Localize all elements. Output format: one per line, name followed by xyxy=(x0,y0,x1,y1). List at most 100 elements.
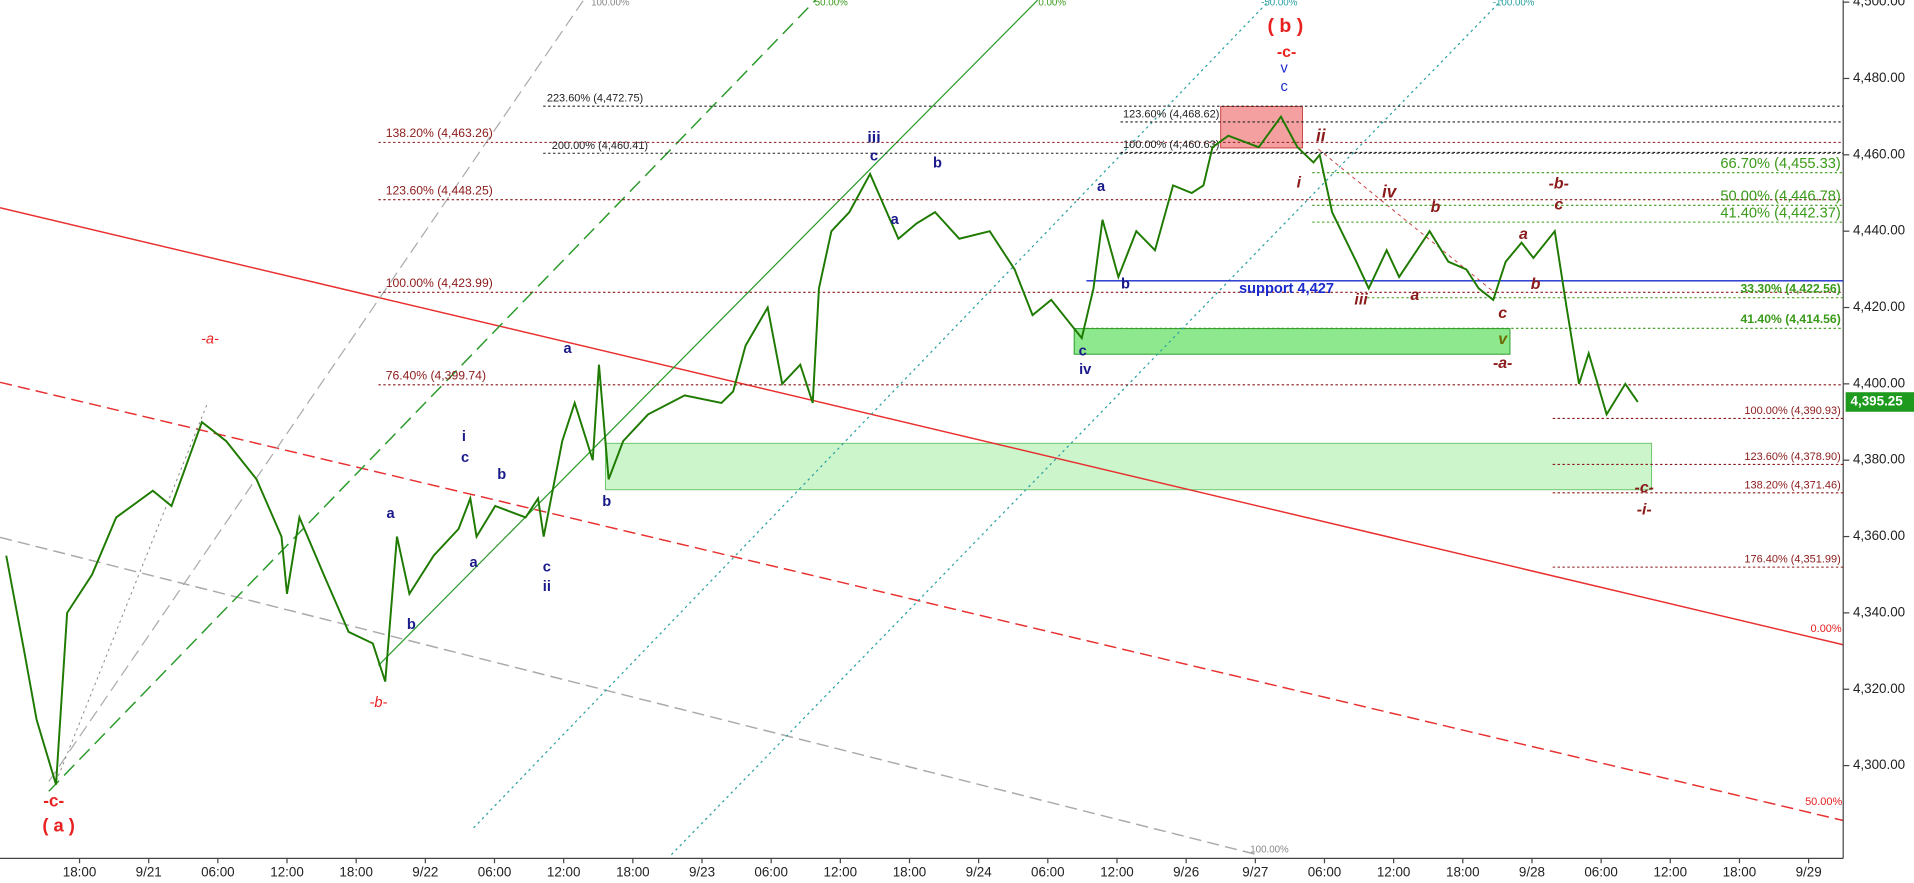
wave-label: -c- xyxy=(1635,480,1654,497)
y-tick-label: 4,300.00 xyxy=(1853,757,1905,772)
x-tick-label: 18:00 xyxy=(1723,865,1757,880)
wave-label: -a- xyxy=(1493,355,1512,372)
y-tick-label: 4,320.00 xyxy=(1853,681,1905,696)
x-tick-label: 12:00 xyxy=(1377,865,1411,880)
fork-line xyxy=(377,0,1038,666)
channel-line xyxy=(0,536,1258,856)
wave-label: ( a ) xyxy=(42,814,75,835)
channel-line xyxy=(0,207,1844,646)
wave-label: b xyxy=(497,467,506,483)
x-tick-label: 18:00 xyxy=(339,865,373,880)
wave-label: b xyxy=(933,156,942,172)
wave-label: a xyxy=(1097,179,1106,195)
wave-label: -100.00% xyxy=(1493,0,1535,8)
wave-label: -b- xyxy=(1549,176,1569,193)
x-tick-label: 9/23 xyxy=(689,865,715,880)
y-tick-label: 4,340.00 xyxy=(1853,604,1905,619)
level-label: 138.20% (4,463.26) xyxy=(386,126,493,140)
wave-label: v xyxy=(1280,60,1288,76)
level-label: 100.00% (4,423.99) xyxy=(386,276,493,290)
y-tick-label: 4,360.00 xyxy=(1853,528,1905,543)
x-tick-label: 06:00 xyxy=(1584,865,1618,880)
x-tick-label: 06:00 xyxy=(754,865,788,880)
x-tick-label: 18:00 xyxy=(63,865,97,880)
wave-label: b xyxy=(602,494,611,510)
level-label: 100.00% (4,390.93) xyxy=(1744,405,1840,417)
wave-label: c xyxy=(870,148,878,164)
price-line xyxy=(5,114,1639,785)
x-tick-label: 18:00 xyxy=(893,865,927,880)
x-tick-label: 9/24 xyxy=(966,865,993,880)
x-tick-label: 06:00 xyxy=(478,865,512,880)
wave-label: -a- xyxy=(201,331,219,347)
wave-label: v xyxy=(1498,331,1508,348)
level-label: 41.40% (4,442.37) xyxy=(1720,205,1840,221)
x-tick-label: 06:00 xyxy=(1308,865,1342,880)
wave-label: iv xyxy=(1382,183,1398,202)
x-tick-label: 06:00 xyxy=(201,865,235,880)
wave-label: iii xyxy=(1354,292,1368,309)
x-tick-label: 9/28 xyxy=(1519,865,1545,880)
y-tick-label: 4,500.00 xyxy=(1853,0,1905,9)
fork-line xyxy=(48,0,816,792)
y-tick-label: 4,460.00 xyxy=(1853,146,1905,161)
wave-label: b xyxy=(1431,199,1441,216)
wave-label: -c- xyxy=(43,792,64,811)
wave-label: c xyxy=(1079,344,1087,360)
channel-line xyxy=(0,381,1844,822)
wave-label: 50.00% xyxy=(1805,796,1842,808)
wave-label: a xyxy=(1519,226,1528,243)
last-price-label: 4,395.25 xyxy=(1851,394,1904,409)
wave-line xyxy=(55,402,208,782)
wave-label: a xyxy=(387,506,396,522)
channels xyxy=(0,0,1844,859)
y-tick-label: 4,440.00 xyxy=(1853,223,1905,238)
x-tick-label: 12:00 xyxy=(547,865,581,880)
x-tick-label: 9/27 xyxy=(1242,865,1268,880)
level-label: 33.30% (4,422.56) xyxy=(1740,281,1840,295)
level-label: 123.60% (4,448.25) xyxy=(386,183,493,197)
level-label: 223.60% (4,472.75) xyxy=(547,93,643,105)
level-label: 123.60% (4,378.90) xyxy=(1744,451,1840,463)
wave-label: 100.00% xyxy=(1250,844,1289,855)
level-label: 123.60% (4,468.62) xyxy=(1123,109,1219,121)
wave-label: c xyxy=(1280,79,1287,95)
x-tick-label: 12:00 xyxy=(1100,865,1134,880)
wave-label: iv xyxy=(1079,362,1092,378)
wave-label: c xyxy=(543,560,551,576)
fork-line xyxy=(473,0,1270,829)
wave-label: c xyxy=(1554,196,1563,213)
wave-label: a xyxy=(564,341,573,357)
wave-label: i xyxy=(1297,175,1302,192)
wave-label: b xyxy=(1121,277,1130,293)
level-label: 138.20% (4,371.46) xyxy=(1744,479,1840,491)
y-tick-label: 4,480.00 xyxy=(1853,70,1905,85)
wave-label: ii xyxy=(1316,126,1327,145)
zone xyxy=(1073,328,1511,355)
wave-label: a xyxy=(1410,287,1419,304)
wave-label: i xyxy=(462,429,466,445)
level-label: 41.40% (4,414.56) xyxy=(1740,312,1840,326)
wave-label: ( b ) xyxy=(1267,15,1303,37)
wave-label: b xyxy=(1531,276,1541,293)
x-tick-label: 12:00 xyxy=(824,865,858,880)
wave-label: iii xyxy=(867,129,880,146)
x-tick-label: 18:00 xyxy=(1446,865,1480,880)
wave-label: ii xyxy=(543,579,551,595)
fork-line xyxy=(48,0,584,782)
wave-label: -c- xyxy=(1277,44,1296,61)
level-label: 76.40% (4,399.74) xyxy=(386,369,486,383)
x-tick-label: 12:00 xyxy=(1654,865,1688,880)
level-label: 66.70% (4,455.33) xyxy=(1720,156,1840,172)
y-tick-label: 4,380.00 xyxy=(1853,452,1905,467)
x-tick-label: 9/22 xyxy=(412,865,438,880)
wave-label: 50.00% xyxy=(815,0,848,8)
zone xyxy=(604,442,1653,491)
wave-label: b xyxy=(407,617,416,633)
x-tick-label: 9/29 xyxy=(1796,865,1822,880)
wave-label: a xyxy=(891,212,900,228)
level-label: 176.40% (4,351.99) xyxy=(1744,554,1840,566)
y-tick-label: 4,400.00 xyxy=(1853,375,1905,390)
